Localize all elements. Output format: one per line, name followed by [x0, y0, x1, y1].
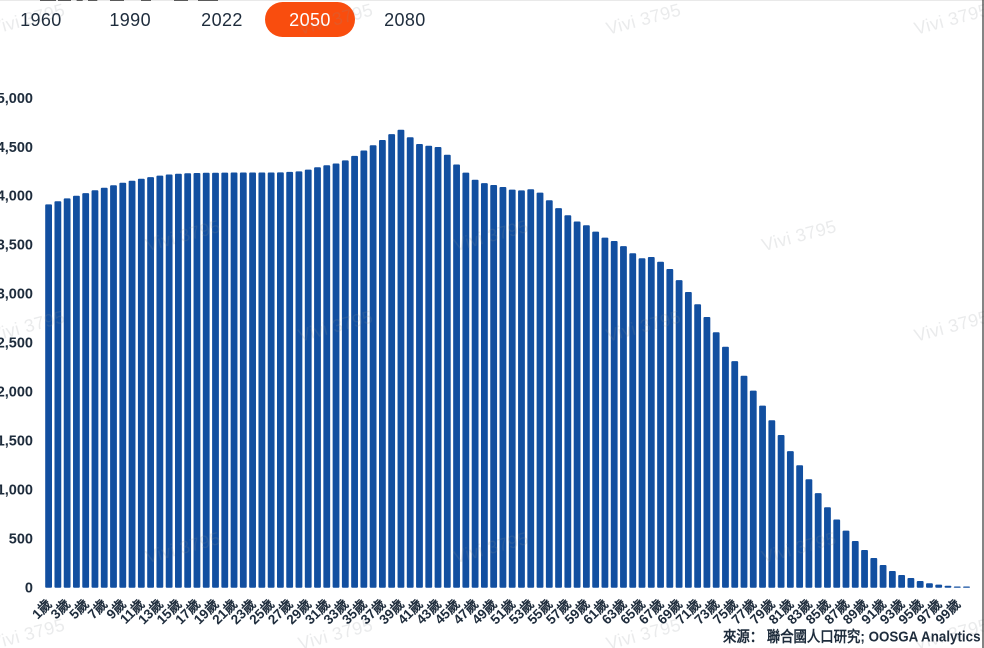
svg-text:0: 0 [25, 580, 33, 596]
svg-text:5,000: 5,000 [0, 91, 33, 107]
svg-text:3,000: 3,000 [0, 287, 33, 303]
svg-text:2,500: 2,500 [0, 336, 33, 352]
svg-text:2022: 2022 [201, 10, 243, 30]
svg-text:1960: 1960 [20, 10, 62, 30]
svg-text:2050: 2050 [289, 10, 331, 30]
svg-text:2080: 2080 [384, 10, 426, 30]
svg-text:4,500: 4,500 [0, 140, 33, 156]
svg-text:3,500: 3,500 [0, 238, 33, 254]
svg-text:500: 500 [9, 531, 33, 547]
svg-text:1990: 1990 [109, 10, 151, 30]
svg-text:1,000: 1,000 [0, 482, 33, 498]
svg-text:4,000: 4,000 [0, 189, 33, 205]
svg-text:2,000: 2,000 [0, 385, 33, 401]
svg-text:來源： 聯合國人口研究; OOSGA Analytics: 來源： 聯合國人口研究; OOSGA Analytics [723, 628, 981, 646]
svg-text:1,500: 1,500 [0, 434, 33, 450]
